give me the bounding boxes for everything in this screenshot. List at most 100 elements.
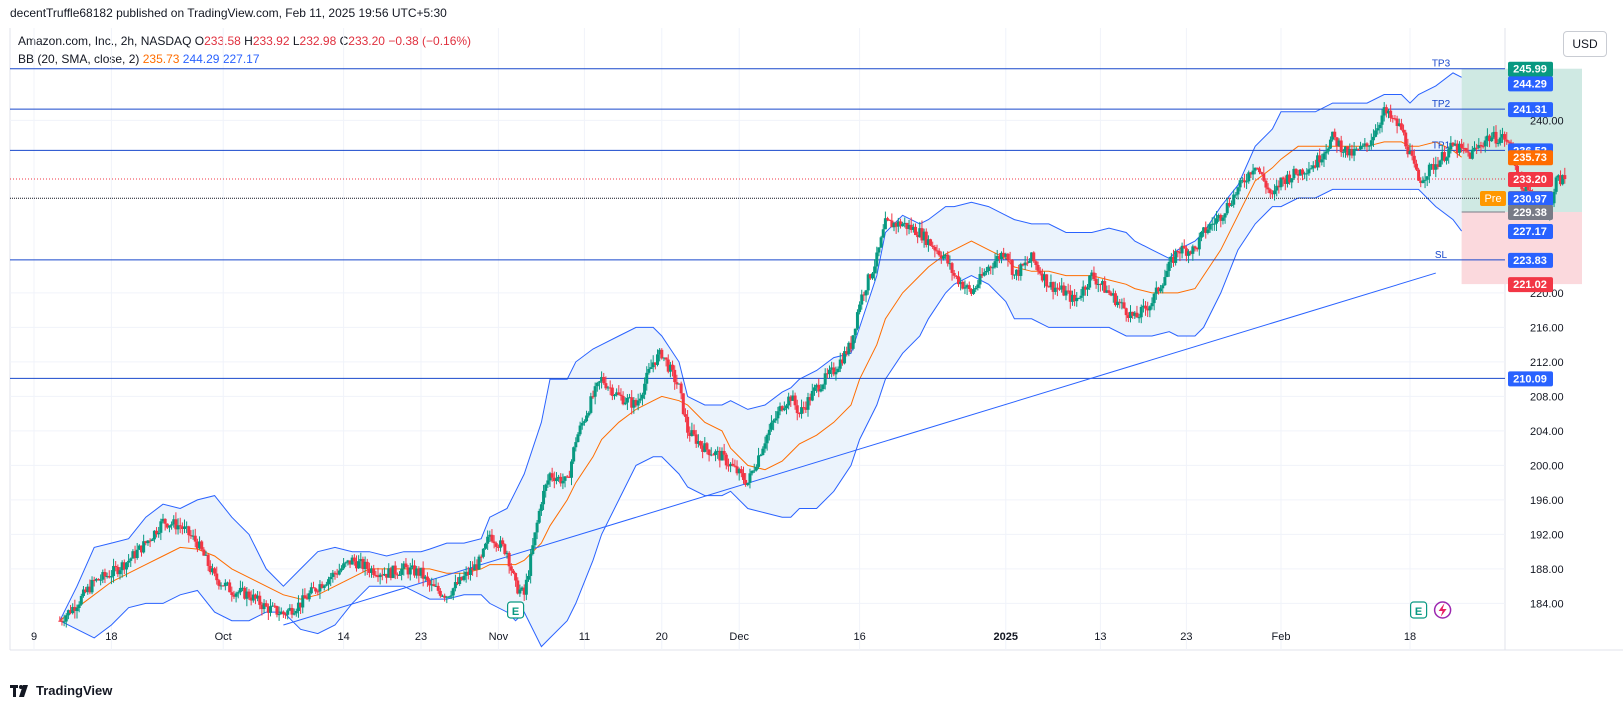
candle-body (1561, 175, 1565, 185)
candle-body (473, 564, 477, 571)
candle-body (804, 407, 808, 410)
candle-body (567, 476, 571, 478)
candle-body (73, 607, 77, 612)
candle-body (1354, 148, 1358, 150)
price-axis[interactable]: 184.00 188.00 192.00 196.00 200.00 204.00 208.… (1530, 115, 1564, 610)
candle-body (238, 587, 242, 593)
candle-body (1447, 149, 1451, 158)
price-label-text: 227.17 (1513, 226, 1547, 238)
symbol-name[interactable]: Amazon.com, Inc., 2h, NASDAQ (18, 34, 192, 48)
candle-body (653, 362, 657, 365)
candle-body (378, 574, 382, 578)
candle-body (1184, 248, 1188, 256)
earnings-label: E (512, 606, 519, 618)
candle-body (1088, 275, 1092, 288)
candle-body (929, 239, 933, 246)
candle-body (1359, 146, 1363, 150)
candle-body (1062, 285, 1066, 296)
candle-body (720, 450, 724, 461)
candle-body (802, 407, 806, 409)
candle-body (578, 425, 582, 435)
candle-body (890, 220, 894, 228)
candle-body (1210, 223, 1214, 225)
candle-body (1023, 262, 1027, 266)
candle-body (116, 567, 120, 575)
candle-body (451, 588, 455, 596)
candle-body (1126, 315, 1130, 318)
candle-body (1457, 143, 1461, 153)
candle-body (161, 518, 165, 522)
time-axis[interactable]: 9 18 Oct 14 23 Nov 11 20 Dec 16 2025 13 23 Feb 18 (31, 631, 1416, 643)
candle-body (1522, 189, 1526, 197)
candle-body (1043, 274, 1046, 281)
price-label-text: 244.29 (1513, 78, 1547, 90)
candle-body (969, 289, 973, 294)
candle-body (223, 582, 227, 587)
candle-body (322, 585, 326, 588)
candle-body (443, 595, 447, 598)
candle-body (1055, 287, 1059, 289)
candle-body (490, 534, 494, 542)
candle-body (1159, 288, 1163, 292)
candle-body (761, 448, 765, 456)
candle-body (1163, 277, 1167, 286)
candle-body (122, 562, 126, 570)
candle-body (1387, 110, 1390, 114)
candle-body (342, 563, 346, 569)
candle-body (866, 274, 870, 291)
candle-body (593, 386, 597, 397)
time-tick-label: Dec (729, 631, 749, 643)
candle-body (823, 373, 827, 385)
candle-body (726, 465, 730, 467)
high-label: H (244, 34, 253, 48)
candle-body (763, 443, 767, 449)
close-label: C (339, 34, 349, 48)
candle-body (155, 530, 159, 535)
candle-body (1384, 107, 1388, 114)
candle-body (1468, 152, 1472, 159)
candle-body (1341, 151, 1345, 153)
candle-body (1559, 175, 1562, 185)
candle-body (501, 540, 505, 545)
candle-body (107, 575, 111, 578)
candle-body (58, 620, 62, 622)
candle-body (187, 526, 191, 536)
level-label-tp1: TP1 (1432, 140, 1451, 151)
candle-body (1223, 213, 1227, 218)
candle-body (352, 557, 356, 562)
candle-body (230, 592, 234, 595)
candle-body (664, 357, 668, 360)
candle-body (1146, 308, 1150, 311)
candle-body (288, 607, 292, 611)
candle-body (606, 387, 610, 389)
candle-body (1174, 250, 1178, 263)
candle-body (79, 595, 83, 605)
candle-body (178, 525, 182, 527)
bb-upper-value: 244.29 (182, 52, 220, 66)
candle-body (954, 275, 958, 277)
candle-body (1017, 269, 1021, 276)
candle-body (860, 294, 864, 305)
candle-body (595, 382, 599, 387)
candle-body (630, 397, 634, 408)
candle-body (585, 415, 589, 422)
candle-body (357, 561, 361, 569)
candle-body (245, 591, 249, 599)
candle-body (1290, 178, 1294, 183)
brand-name: TradingView (36, 683, 113, 698)
candle-body (1034, 261, 1038, 265)
candle-body (888, 219, 892, 221)
candle-body (1096, 284, 1100, 286)
bb-label[interactable]: BB (20, SMA, close, 2) (18, 52, 140, 66)
currency-button[interactable]: USD (1563, 31, 1607, 57)
candle-body (533, 532, 537, 546)
candles (58, 102, 1567, 628)
candle-body (327, 579, 331, 585)
candle-body (458, 576, 462, 585)
candle-body (1180, 245, 1184, 254)
candle-body (400, 568, 404, 575)
candle-body (1264, 180, 1268, 188)
candle-body (634, 400, 638, 406)
